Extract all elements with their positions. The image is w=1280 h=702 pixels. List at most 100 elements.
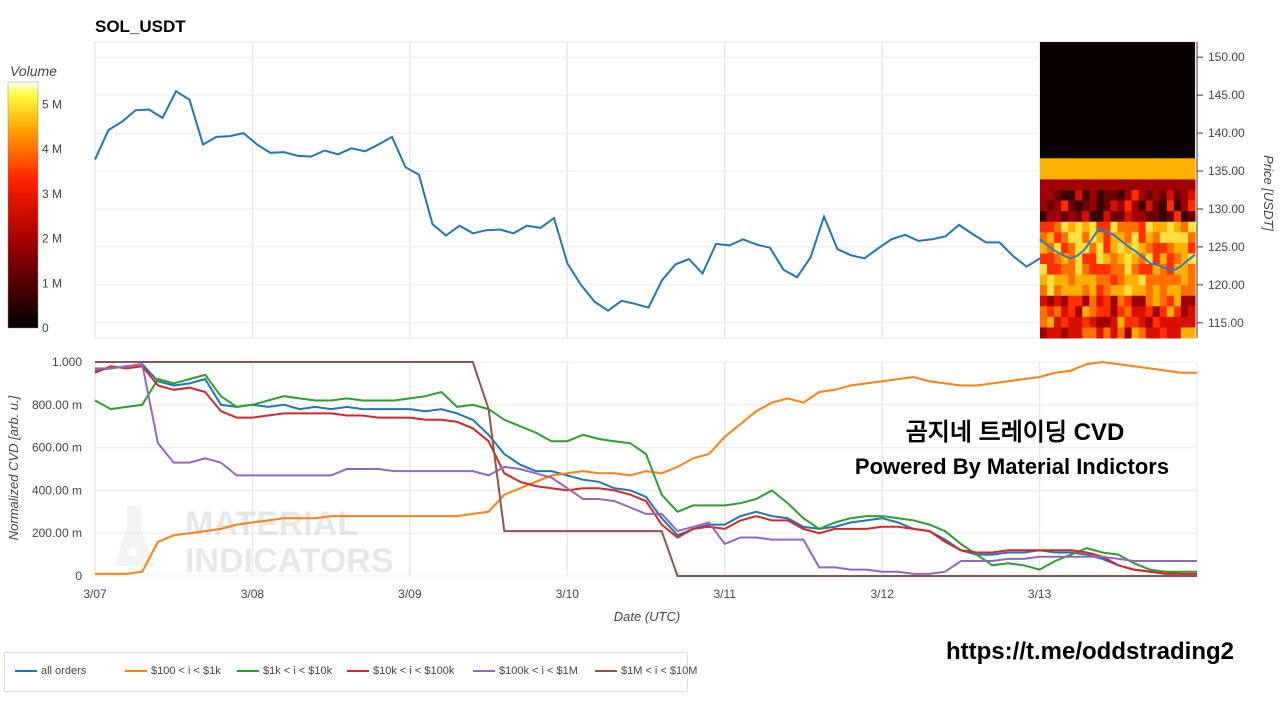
heatmap-cell — [1131, 168, 1140, 180]
heatmap-cell — [1138, 221, 1147, 233]
heatmap-cell — [1047, 264, 1055, 276]
legend-label: $1M < i < $10M — [621, 665, 698, 677]
heatmap-cell — [1117, 232, 1126, 244]
heatmap-cell — [1117, 211, 1126, 223]
price-tick-label: 115.00 — [1208, 316, 1244, 330]
legend-item[interactable]: $100k < i < $1M — [473, 665, 578, 677]
legend-item[interactable]: all orders — [15, 665, 86, 677]
heatmap-cell — [1075, 168, 1083, 180]
heatmap-cell — [1075, 221, 1083, 233]
heatmap-cell — [1096, 190, 1104, 202]
heatmap-cell — [1040, 316, 1048, 328]
legend: all orders $100 < i < $1k $1k < i < $10k $1… — [4, 652, 697, 692]
legend-item[interactable]: $1M < i < $10M — [595, 665, 697, 677]
heatmap-cell — [1138, 253, 1147, 265]
heatmap-cell — [1082, 253, 1090, 265]
heatmap-cell — [1075, 264, 1083, 276]
heatmap-cell — [1117, 274, 1126, 286]
heatmap-cell — [1173, 274, 1182, 286]
heatmap-cell — [1145, 327, 1154, 339]
telegram-url[interactable]: https://t.me/oddstrading2 — [946, 638, 1234, 665]
heatmap-cell — [1054, 221, 1062, 233]
heatmap-cell — [1187, 200, 1196, 212]
heatmap-cell — [1180, 158, 1189, 170]
heatmap-cell — [1166, 242, 1175, 254]
heatmap-cell — [1138, 190, 1147, 202]
heatmap-cell — [1166, 211, 1175, 223]
heatmap-cell — [1075, 327, 1083, 339]
heatmap-cell — [1096, 285, 1104, 297]
price-panel — [94, 41, 1198, 339]
heatmap-cell — [1089, 264, 1097, 276]
heatmap-cell — [1103, 295, 1111, 307]
heatmap-cell — [1124, 264, 1133, 276]
heatmap-cell — [1159, 264, 1168, 276]
heatmap-cell — [1082, 264, 1090, 276]
heatmap-cell — [1103, 285, 1111, 297]
heatmap-cell — [1145, 264, 1154, 276]
heatmap-cell — [1047, 316, 1055, 328]
heatmap-cell — [1096, 274, 1104, 286]
cvd-tick-label: 0 — [75, 569, 82, 583]
heatmap-cell — [1054, 285, 1062, 297]
heatmap-cell — [1131, 295, 1140, 307]
heatmap-cell — [1089, 306, 1097, 318]
heatmap-cell — [1117, 285, 1126, 297]
heatmap-cell — [1166, 285, 1175, 297]
heatmap-cell — [1187, 179, 1196, 191]
heatmap-cell — [1096, 168, 1104, 180]
legend-item[interactable]: $100 < i < $1k — [125, 665, 221, 677]
heatmap-cell — [1047, 327, 1055, 339]
heatmap-cell — [1082, 232, 1090, 244]
legend-item[interactable]: $1k < i < $10k — [237, 665, 332, 677]
legend-item[interactable]: $10k < i < $100k — [347, 665, 454, 677]
heatmap-cell — [1166, 274, 1175, 286]
heatmap-cell — [1054, 190, 1062, 202]
heatmap-cell — [1089, 158, 1097, 170]
price-tick-label: 120.00 — [1208, 278, 1245, 292]
heatmap-cell — [1103, 190, 1111, 202]
heatmap-cell — [1054, 200, 1062, 212]
heatmap-cell — [1187, 274, 1196, 286]
colorbar-tick-label: 4 M — [42, 142, 62, 156]
heatmap-cell — [1089, 190, 1097, 202]
heatmap-cell — [1096, 200, 1104, 212]
heatmap-cell — [1089, 274, 1097, 286]
heatmap-cell — [1040, 242, 1048, 254]
legend-swatch — [473, 670, 495, 673]
heatmap-cell — [1040, 211, 1048, 223]
heatmap-cell — [1061, 295, 1069, 307]
heatmap-cell — [1187, 264, 1196, 276]
heatmap-cell — [1138, 285, 1147, 297]
heatmap-cell — [1180, 179, 1189, 191]
heatmap-cell — [1180, 285, 1189, 297]
heatmap-cell — [1173, 158, 1182, 170]
heatmap-cell — [1103, 274, 1111, 286]
heatmap-cell — [1166, 316, 1175, 328]
heatmap-cell — [1054, 232, 1062, 244]
heatmap-cell — [1124, 221, 1133, 233]
heatmap-cell — [1124, 327, 1133, 339]
heatmap-cell — [1187, 158, 1196, 170]
heatmap-cell — [1089, 327, 1097, 339]
heatmap-cell — [1173, 168, 1182, 180]
heatmap-cell — [1124, 242, 1133, 254]
heatmap-cell — [1145, 211, 1154, 223]
heatmap-cell — [1068, 253, 1076, 265]
heatmap-cell — [1089, 285, 1097, 297]
heatmap-cell — [1145, 242, 1154, 254]
legend-swatch — [347, 670, 369, 673]
heatmap-cell — [1117, 200, 1126, 212]
heatmap-cell — [1117, 190, 1126, 202]
heatmap-cell — [1082, 285, 1090, 297]
heatmap-cell — [1159, 285, 1168, 297]
heatmap-cell — [1124, 211, 1133, 223]
heatmap-cell — [1117, 158, 1126, 170]
heatmap-cell — [1061, 211, 1069, 223]
heatmap-cell — [1103, 264, 1111, 276]
heatmap-cell — [1131, 306, 1140, 318]
heatmap-cell — [1054, 274, 1062, 286]
heatmap-cell — [1075, 316, 1083, 328]
heatmap-cell — [1040, 264, 1048, 276]
heatmap-cell — [1152, 232, 1161, 244]
